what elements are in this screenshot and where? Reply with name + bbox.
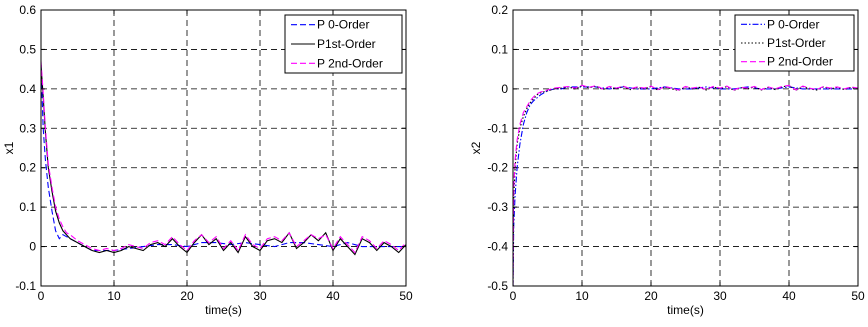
- y-tick-label: 0.3: [19, 121, 36, 135]
- x-axis-label: time(s): [667, 303, 704, 317]
- series-line-1: [41, 65, 406, 252]
- series-line-3: [41, 61, 406, 254]
- y-tick-label: 0.2: [491, 3, 508, 17]
- legend-label-3: P 2nd-Order: [317, 56, 383, 70]
- y-tick-label: 0: [29, 240, 36, 254]
- x-tick-label: 40: [326, 289, 340, 303]
- legend-label-1: P 0-Order: [767, 17, 819, 31]
- y-tick-label: -0.4: [487, 240, 508, 254]
- x-tick-label: 30: [253, 289, 267, 303]
- plot-frame: [512, 9, 859, 287]
- y-tick-label: 0.4: [19, 82, 36, 96]
- y-tick-label: 0.1: [491, 42, 508, 56]
- y-tick-label: -0.5: [487, 279, 508, 293]
- y-axis-label: x1: [2, 141, 16, 154]
- y-tick-label: 0.1: [19, 200, 36, 214]
- y-tick-label: 0: [501, 82, 508, 96]
- legend-label-2: P1st-Order: [317, 37, 376, 51]
- x-axis-label: time(s): [205, 303, 242, 317]
- y-tick-label: -0.1: [15, 279, 36, 293]
- chart-1: 0 10 20 30 40 50-0.100.10.20.30.40.50.6time(s…: [2, 3, 413, 317]
- x-tick-label: 40: [782, 289, 796, 303]
- x-tick-label: 20: [180, 289, 194, 303]
- y-tick-label: 0.2: [19, 161, 36, 175]
- chart-2: 0 10 20 30 40 50 -0.5 -0.4 -0.3 -0.2 -0.1 0 0.1 0.2 ti…: [469, 3, 865, 317]
- legend: P 0-Order P1st-Order P 2nd-Order: [284, 14, 403, 74]
- y-axis-label: x2: [469, 141, 483, 154]
- y-tick-label: 0.5: [19, 42, 36, 56]
- plot-frame: [40, 9, 407, 287]
- series-line-3: [513, 84, 858, 286]
- series-line-1: [513, 86, 858, 286]
- y-tick-label: 0.6: [19, 3, 36, 17]
- x-tick-label: 10: [107, 289, 121, 303]
- y-tick-label: -0.3: [487, 200, 508, 214]
- legend-label-3: P 2nd-Order: [767, 55, 833, 69]
- x-tick-label: 20: [644, 289, 658, 303]
- legend-label-1: P 0-Order: [317, 18, 369, 32]
- x-tick-label: 50: [851, 289, 865, 303]
- x-tick-label: 10: [575, 289, 589, 303]
- x-tick-label: 30: [713, 289, 727, 303]
- x-tick-label: 50: [399, 289, 413, 303]
- legend-label-2: P1st-Order: [767, 36, 826, 50]
- y-tick-label: -0.2: [487, 161, 508, 175]
- x-tick-label: 0: [510, 289, 517, 303]
- legend: P 0-Order P1st-Order P 2nd-Order: [734, 14, 855, 72]
- y-tick-label: -0.1: [487, 121, 508, 135]
- x-tick-label: 0: [38, 289, 45, 303]
- series-line-2: [41, 65, 406, 256]
